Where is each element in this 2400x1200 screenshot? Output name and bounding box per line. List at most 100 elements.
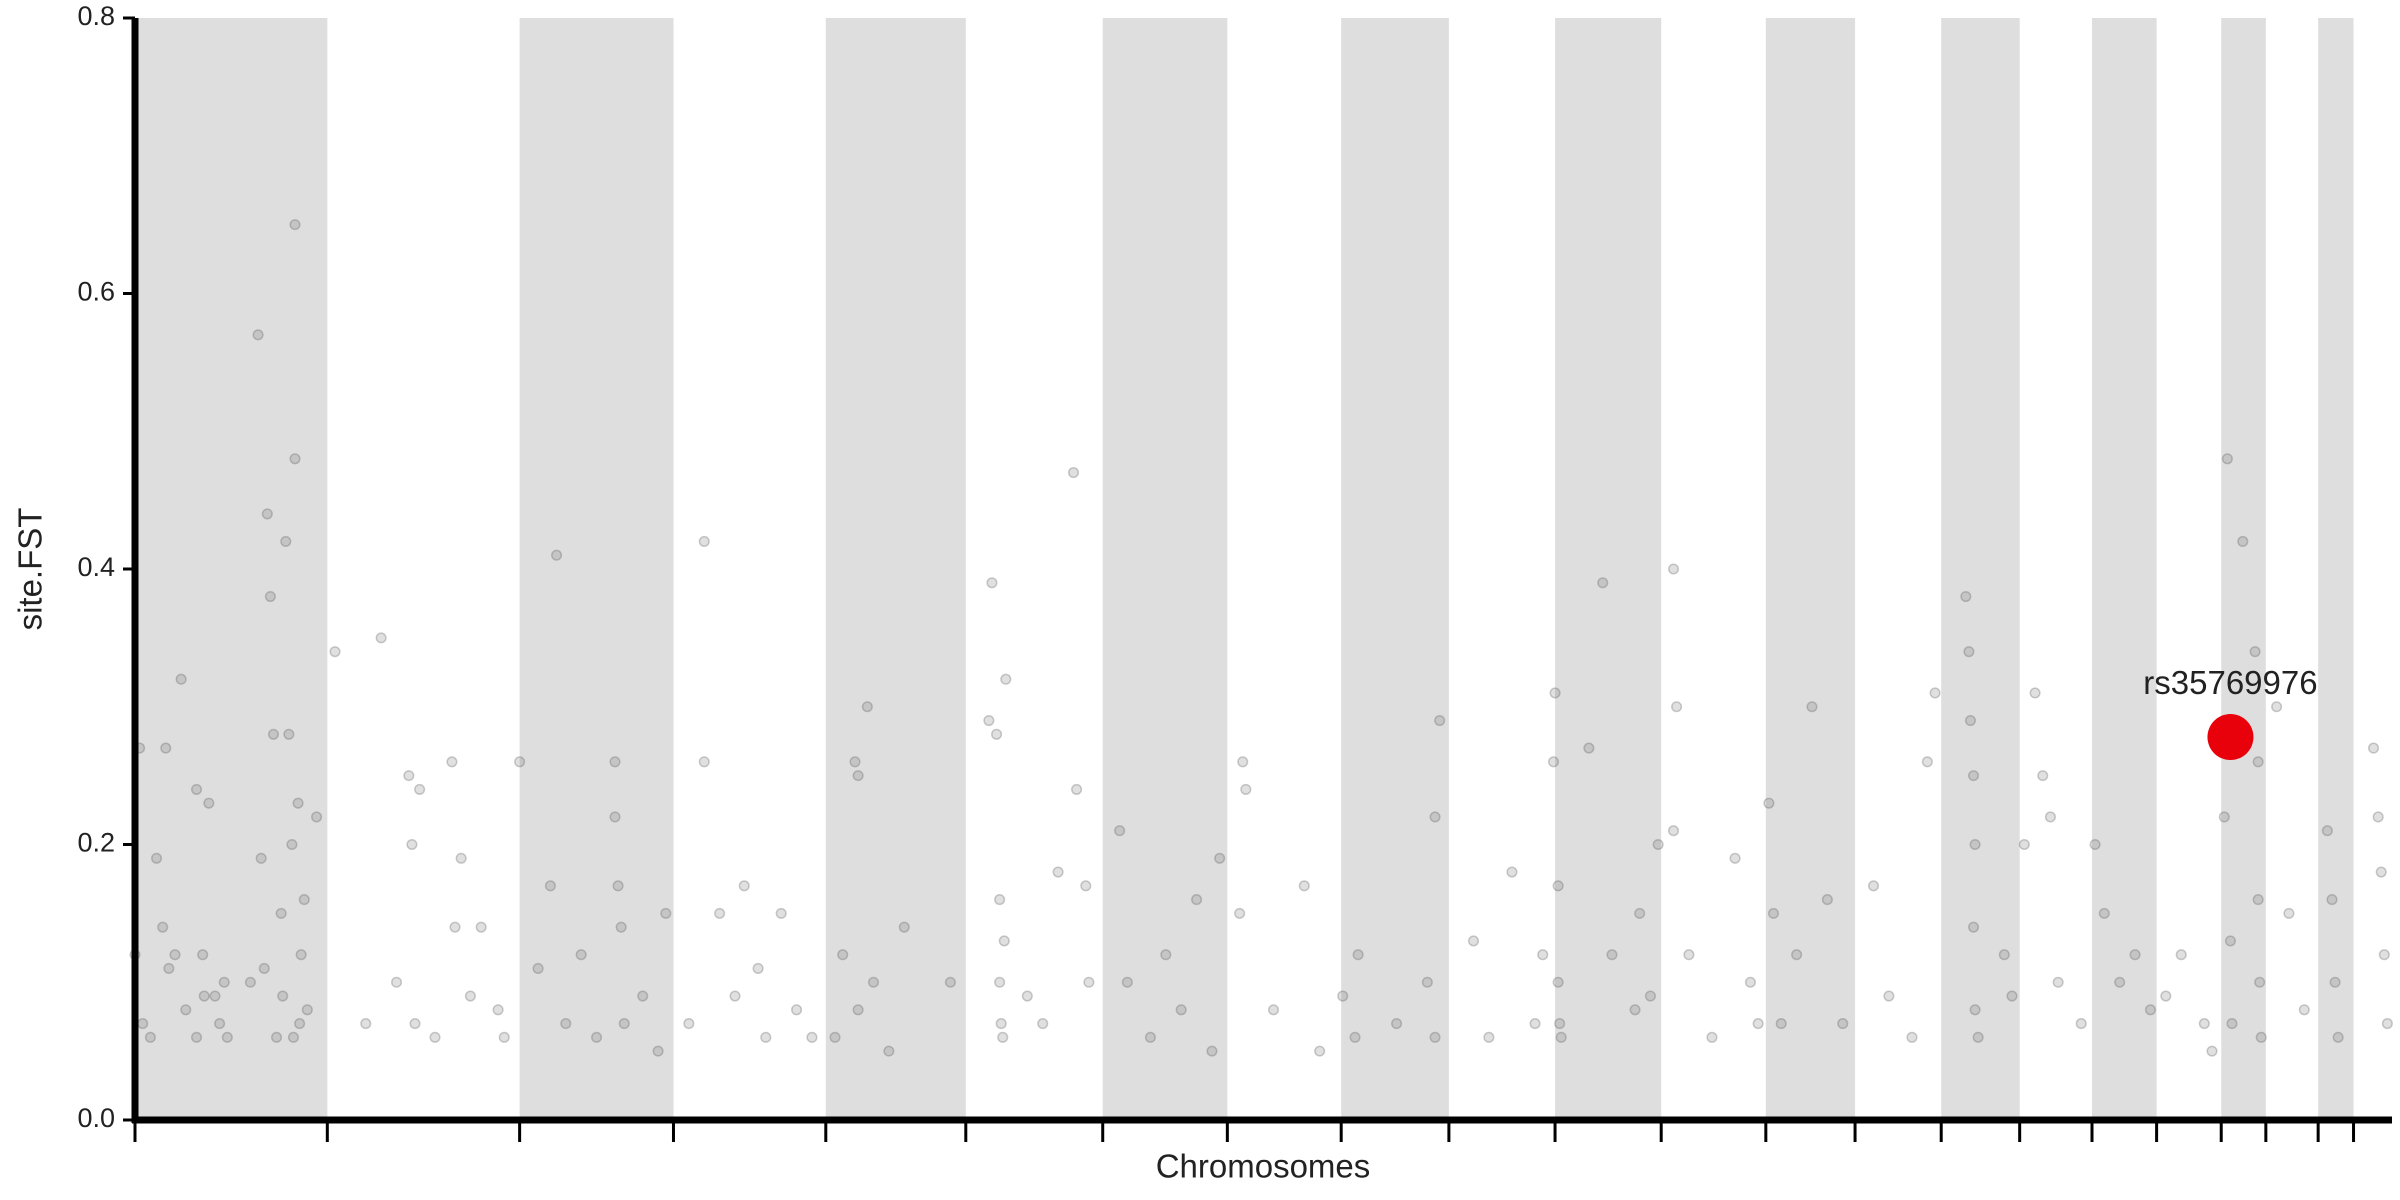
point (1549, 687, 1561, 699)
point (244, 976, 256, 988)
point (252, 329, 264, 341)
chromosome-band (1341, 18, 1449, 1120)
point (1806, 701, 1818, 713)
point (660, 907, 672, 919)
point (714, 907, 726, 919)
point (1960, 591, 1972, 603)
point (2367, 742, 2380, 754)
point (157, 921, 169, 933)
point (255, 852, 267, 864)
point (190, 783, 203, 795)
point (1160, 949, 1172, 961)
point (806, 1031, 818, 1043)
point (1237, 756, 1249, 768)
point (1114, 825, 1126, 837)
chromosome-band (1555, 18, 1662, 1120)
point (615, 921, 627, 933)
point (1071, 783, 1083, 795)
point (1067, 467, 1080, 479)
point (2326, 894, 2338, 906)
point (2052, 976, 2064, 988)
point (180, 1004, 192, 1016)
point (1629, 1004, 1641, 1016)
point (414, 783, 426, 795)
point (861, 701, 873, 713)
point (1963, 646, 1975, 658)
point (1547, 756, 1560, 768)
point (1537, 949, 1549, 961)
point (995, 1018, 1007, 1030)
point (994, 894, 1006, 906)
highlight-label: rs35769976 (2143, 664, 2317, 701)
point (1921, 756, 1933, 768)
point (1969, 838, 1981, 851)
point (1080, 880, 1092, 892)
chromosome-band (135, 18, 328, 1120)
point (2255, 1031, 2267, 1043)
chromosome-band (1941, 18, 2020, 1120)
point (2114, 976, 2126, 988)
point (1052, 866, 1064, 878)
point (270, 1031, 283, 1043)
point (2206, 1045, 2218, 1057)
point (1021, 990, 1033, 1002)
point (292, 797, 304, 809)
point (2224, 935, 2237, 947)
point (997, 1031, 1009, 1043)
point (1206, 1045, 1218, 1057)
point (514, 756, 526, 768)
point (150, 852, 163, 864)
point (883, 1045, 895, 1057)
point (2029, 687, 2041, 699)
point (1791, 949, 1803, 961)
point (1667, 563, 1680, 575)
point (1037, 1018, 1049, 1030)
point (360, 1018, 372, 1030)
point (1144, 1031, 1156, 1043)
point (1867, 880, 1880, 892)
highlight-point (2207, 714, 2254, 761)
point (1752, 1018, 1764, 1030)
chromosome-band (1102, 18, 1228, 1120)
point (1191, 894, 1203, 906)
point (1583, 742, 1595, 754)
point (1597, 577, 1609, 589)
point (683, 1018, 695, 1030)
point (2249, 646, 2261, 658)
point (2198, 1018, 2210, 1030)
point (261, 508, 273, 520)
point (190, 1031, 203, 1043)
point (652, 1045, 664, 1057)
point (609, 811, 621, 823)
point (1552, 976, 1564, 988)
point (2252, 894, 2264, 906)
point (1337, 990, 1349, 1002)
point (209, 990, 221, 1002)
point (852, 1004, 864, 1016)
point (406, 838, 418, 851)
point (277, 990, 289, 1002)
y-tick-label: 0.6 (77, 277, 115, 307)
point (294, 1018, 306, 1030)
point (612, 880, 624, 892)
point (994, 976, 1006, 988)
point (1634, 907, 1646, 919)
point (258, 962, 270, 975)
point (998, 935, 1010, 947)
point (1967, 921, 1980, 933)
point (301, 1004, 313, 1016)
point (2329, 976, 2341, 988)
point (1606, 949, 1618, 961)
point (197, 949, 209, 961)
point (137, 1018, 149, 1030)
point (1837, 1018, 1849, 1030)
point (2221, 453, 2233, 465)
point (1349, 1031, 1361, 1043)
point (1267, 1004, 1280, 1016)
chromosome-band (2318, 18, 2354, 1120)
y-tick-label: 0.8 (77, 1, 115, 31)
point (1529, 1018, 1541, 1030)
chromosome-band (2091, 18, 2157, 1120)
